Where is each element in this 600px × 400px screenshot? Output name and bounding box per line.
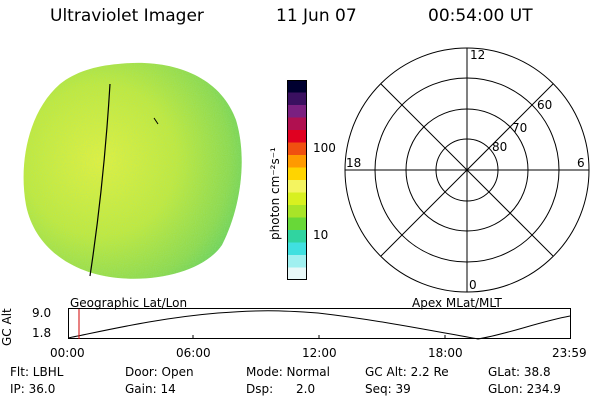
colorbar-band bbox=[287, 217, 307, 231]
timeline-plot bbox=[68, 308, 571, 340]
info-glat: GLat: 38.8 bbox=[488, 365, 551, 379]
colorbar-band bbox=[287, 180, 307, 193]
colorbar-band bbox=[287, 142, 307, 156]
colorbar-band bbox=[287, 230, 307, 243]
polar-diag-2 bbox=[380, 83, 554, 257]
polar-lat-80: 80 bbox=[492, 140, 508, 154]
polar-plot bbox=[344, 47, 590, 293]
colorbar-band bbox=[287, 205, 307, 218]
info-ip: IP: 36.0 bbox=[10, 382, 56, 396]
colorbar-band bbox=[287, 242, 307, 256]
info-seq: Seq: 39 bbox=[365, 382, 411, 396]
polar-lat-70: 70 bbox=[512, 121, 528, 135]
info-gain: Gain: 14 bbox=[125, 382, 176, 396]
coastline-mark bbox=[153, 117, 159, 125]
info-gc-alt: GC Alt: 2.2 Re bbox=[365, 365, 449, 379]
colorbar-band bbox=[287, 117, 307, 131]
colorbar-band bbox=[287, 92, 307, 106]
colorbar-band bbox=[287, 105, 307, 118]
colorbar-band bbox=[287, 155, 307, 168]
info-dsp-label: Dsp: bbox=[246, 382, 274, 396]
image-time: 00:54:00 UT bbox=[428, 6, 533, 26]
colorbar-band bbox=[287, 130, 307, 143]
timeline-axis-label: GC Alt bbox=[0, 308, 14, 346]
info-door: Door: Open bbox=[125, 365, 194, 379]
info-dsp-value: 2.0 bbox=[296, 382, 316, 396]
colorbar-band bbox=[287, 255, 307, 268]
info-filter: Flt: LBHL bbox=[10, 365, 64, 379]
timeline-ytick-9: 9.0 bbox=[32, 306, 52, 320]
app-title: Ultraviolet Imager bbox=[50, 6, 204, 26]
polar-label-18: 18 bbox=[346, 156, 362, 170]
polar-lat-60: 60 bbox=[537, 98, 553, 112]
polar-label-12: 12 bbox=[470, 48, 486, 62]
colorbar-frame bbox=[287, 80, 307, 280]
timeline-right-caption: Apex MLat/MLT bbox=[412, 296, 502, 310]
info-mode: Mode: Normal bbox=[246, 365, 330, 379]
polar-label-0: 0 bbox=[469, 278, 477, 292]
timeline-ytick-1-8: 1.8 bbox=[32, 326, 52, 340]
terminator-line bbox=[89, 83, 111, 277]
colorbar-unit-label: photon cm⁻²s⁻¹ bbox=[268, 147, 282, 240]
colorbar-tick-100: 100 bbox=[313, 141, 336, 155]
timeline-xtick-1200: 12:00 bbox=[302, 346, 337, 360]
altitude-curve bbox=[68, 310, 571, 340]
colorbar-band bbox=[287, 167, 307, 181]
colorbar-tick-10: 10 bbox=[313, 228, 329, 242]
timeline-xtick-0600: 06:00 bbox=[176, 346, 211, 360]
timeline-left-caption: Geographic Lat/Lon bbox=[70, 296, 188, 310]
info-glon: GLon: 234.9 bbox=[488, 382, 561, 396]
timeline-xtick-1800: 18:00 bbox=[428, 346, 463, 360]
timeline-xtick-2359: 23:59 bbox=[552, 346, 587, 360]
image-date: 11 Jun 07 bbox=[276, 6, 357, 26]
colorbar-band bbox=[287, 80, 307, 93]
colorbar-band bbox=[287, 267, 307, 281]
colorbar bbox=[287, 80, 307, 281]
polar-label-6: 6 bbox=[577, 156, 585, 170]
colorbar-band bbox=[287, 192, 307, 206]
timeline-xtick-0000: 00:00 bbox=[50, 346, 85, 360]
